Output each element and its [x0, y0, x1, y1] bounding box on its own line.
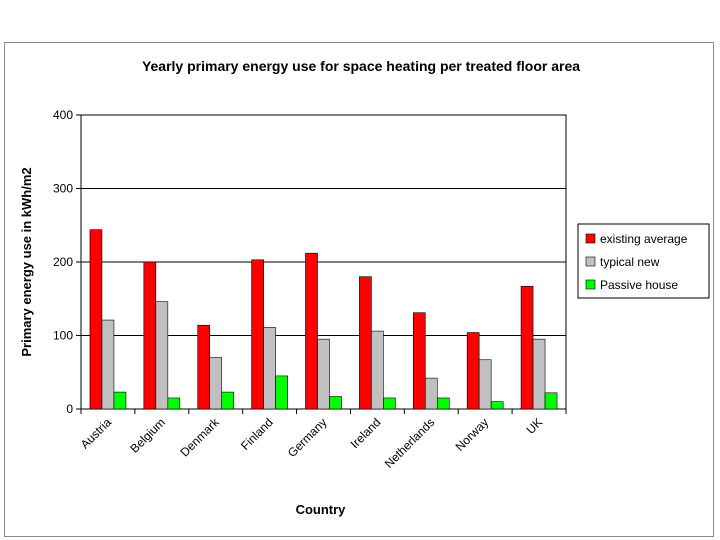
bar-existing-average	[89, 229, 103, 410]
bar-existing-average	[466, 332, 480, 410]
bar-passive-house	[544, 392, 558, 410]
chart-title: Yearly primary energy use for space heat…	[142, 58, 580, 74]
legend: existing average typical new Passive house	[577, 223, 710, 299]
bar-existing-average	[359, 276, 372, 410]
bar-typical-new	[424, 377, 438, 410]
bars	[89, 229, 558, 410]
x-tick-label: Germany	[285, 415, 330, 460]
y-axis-title: Primary energy use in kWh/m2	[19, 167, 34, 356]
bar-passive-house	[436, 397, 450, 410]
bar-passive-house	[329, 396, 342, 410]
legend-label: typical new	[600, 255, 660, 269]
y-tick-label: 100	[53, 329, 73, 343]
bar-typical-new	[155, 301, 169, 410]
bar-typical-new	[209, 357, 223, 410]
bar-existing-average	[520, 285, 534, 410]
bar-existing-average	[143, 261, 157, 410]
y-tick-label: 200	[53, 255, 73, 269]
bar-passive-house	[221, 391, 235, 410]
bar-typical-new	[317, 338, 330, 410]
bar-passive-house	[275, 375, 288, 410]
bar-passive-house	[113, 391, 127, 410]
x-axis-ticks: Austria Belgium Denmark Finland Germany Irela…	[78, 409, 567, 471]
legend-label: Passive house	[600, 278, 678, 292]
x-tick-label: Finland	[238, 415, 276, 453]
x-tick-label: UK	[523, 415, 545, 437]
bar-passive-house	[490, 401, 504, 410]
bar-typical-new	[101, 319, 115, 410]
bar-typical-new	[532, 338, 546, 410]
bar-passive-house	[167, 397, 181, 410]
bar-existing-average	[305, 252, 318, 410]
legend-swatch	[585, 256, 596, 267]
bar-existing-average	[412, 312, 426, 410]
legend-label: existing average	[600, 232, 688, 246]
chart-svg: Yearly primary energy use for space heat…	[19, 58, 710, 517]
bar-existing-average	[251, 259, 264, 410]
x-tick-label: Norway	[453, 415, 492, 454]
legend-box	[577, 223, 710, 299]
legend-swatch	[585, 233, 596, 244]
bar-typical-new	[263, 327, 276, 410]
chart-frame: Yearly primary energy use for space heat…	[4, 42, 714, 537]
x-tick-label: Belgium	[127, 415, 168, 456]
y-axis-ticks: 0 100 200 300 400	[53, 108, 81, 416]
x-axis-title: Country	[296, 502, 347, 517]
y-tick-label: 0	[66, 402, 73, 416]
x-tick-label: Denmark	[178, 415, 223, 460]
bar-typical-new	[371, 330, 384, 410]
bar-existing-average	[197, 324, 211, 410]
x-tick-label: Ireland	[348, 415, 384, 451]
y-tick-label: 300	[53, 182, 73, 196]
legend-swatch	[585, 279, 596, 290]
bar-passive-house	[383, 397, 396, 410]
x-tick-label: Netherlands	[382, 415, 438, 471]
bar-typical-new	[478, 359, 492, 410]
y-tick-label: 400	[53, 108, 73, 122]
x-tick-label: Austria	[78, 415, 115, 452]
